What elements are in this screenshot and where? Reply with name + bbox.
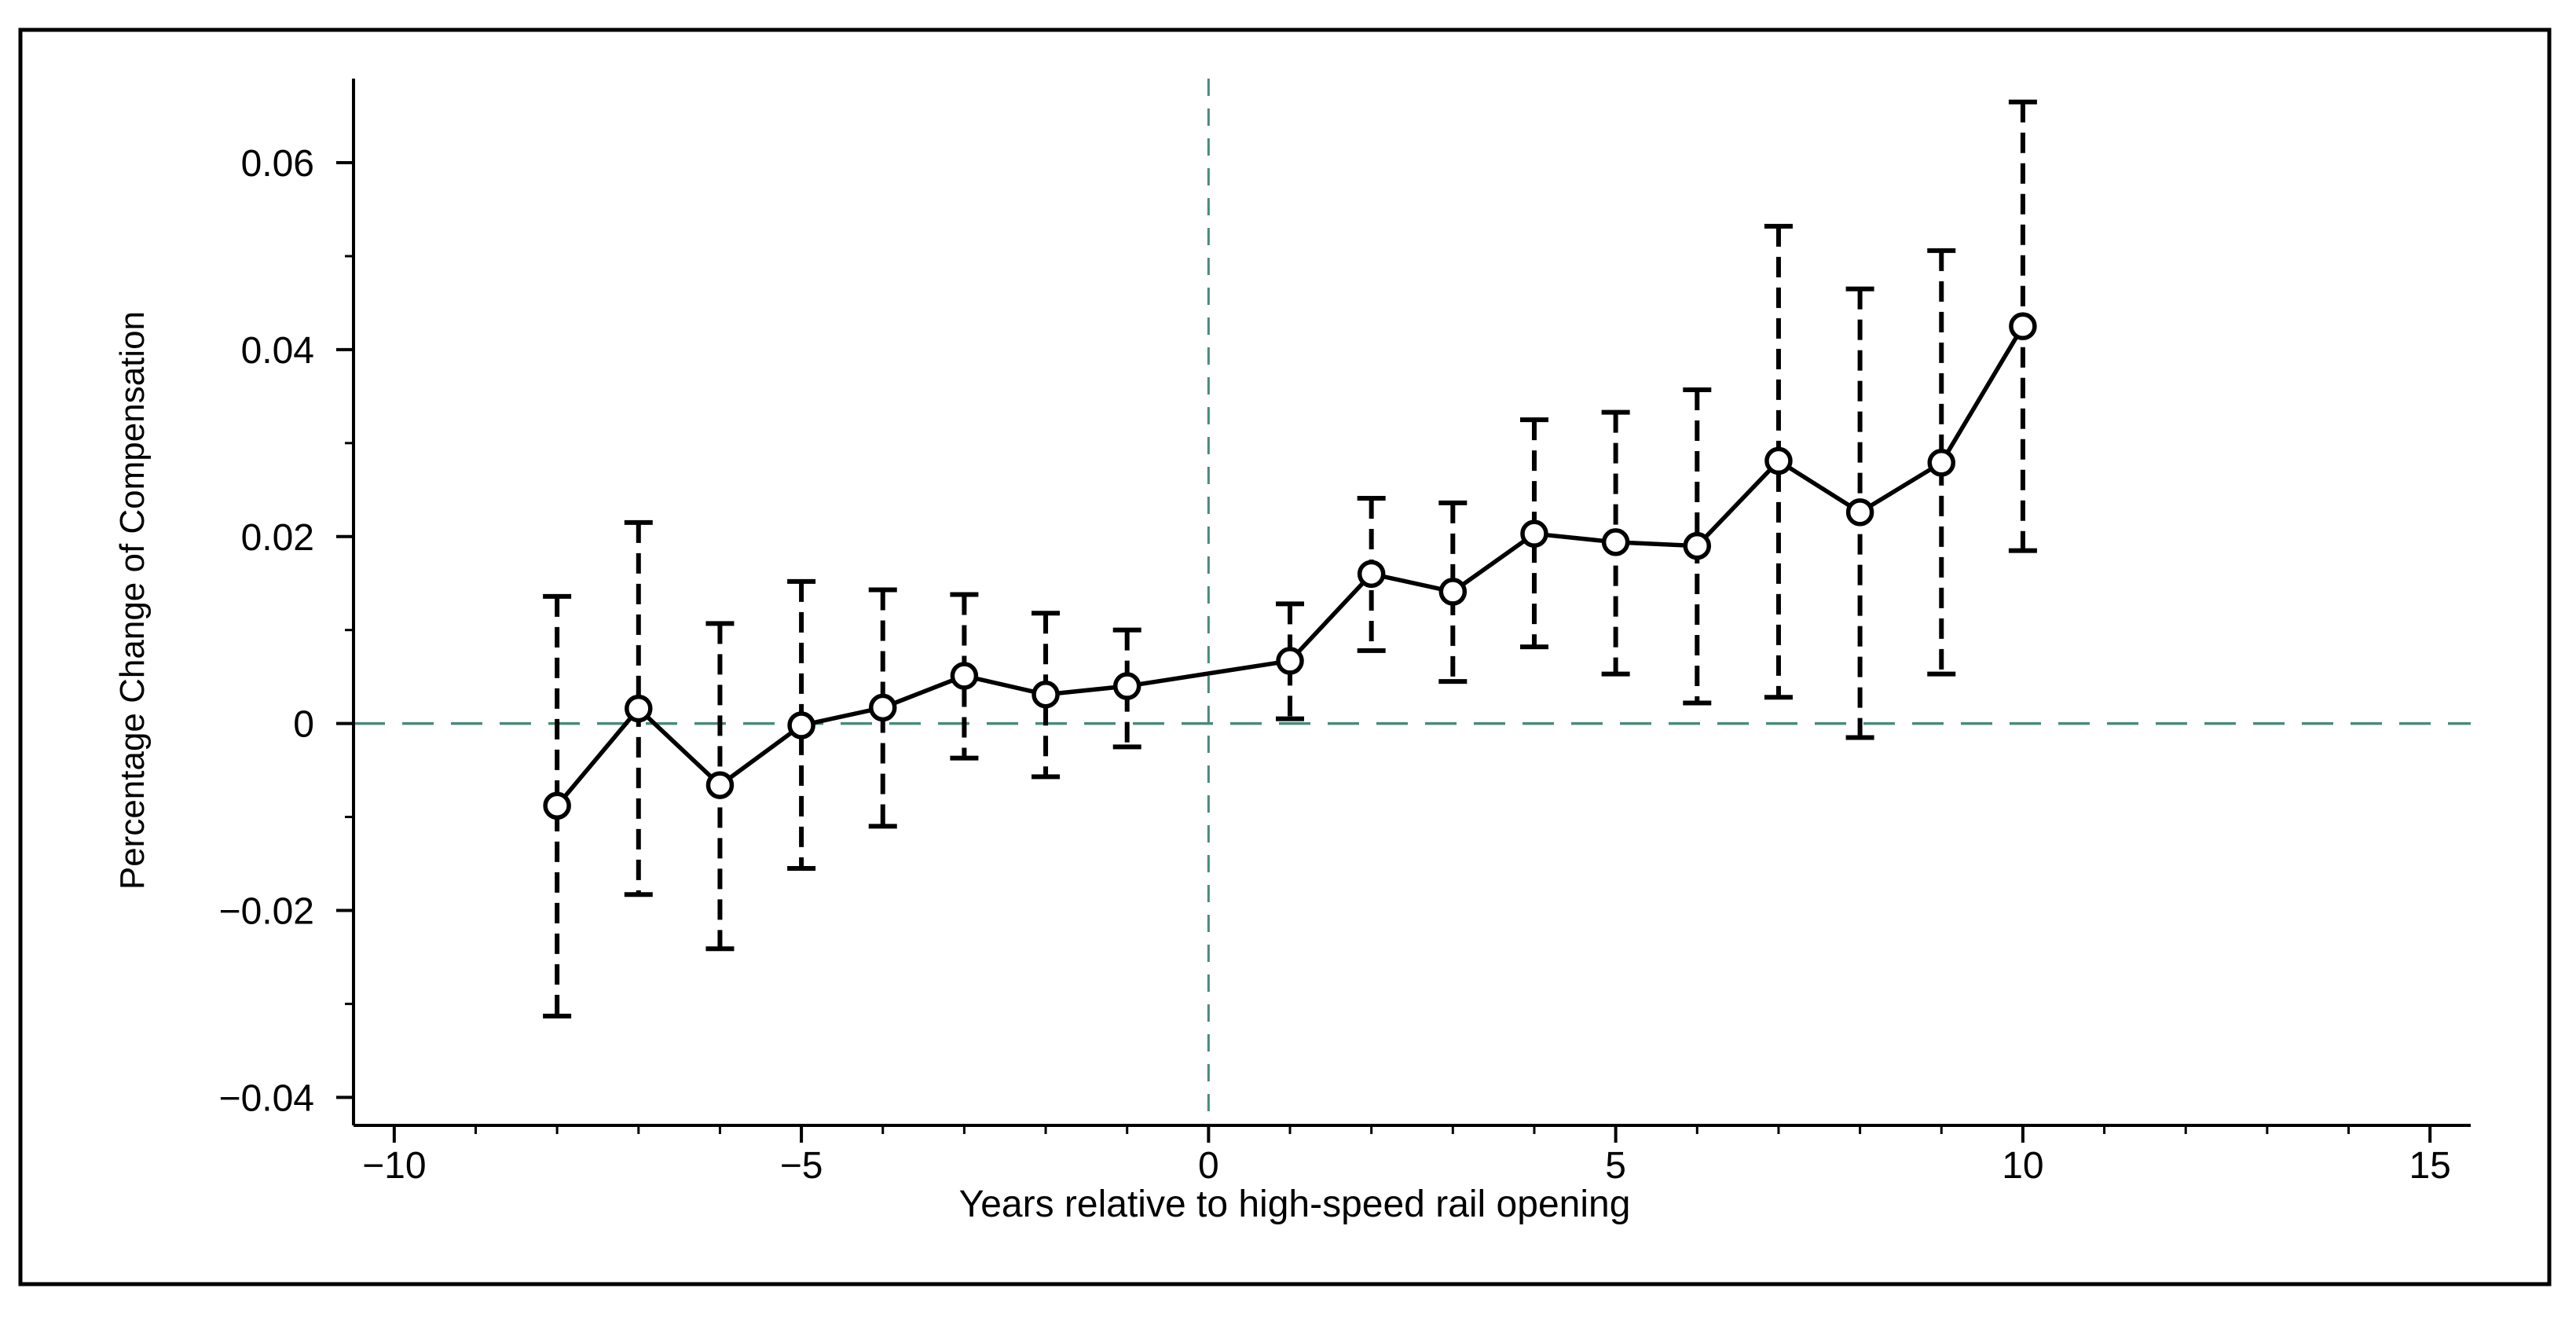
estimate-point bbox=[1031, 680, 1060, 709]
axes: −0.04 −0.02 0 0.02 0.04 0.06 −10 −5 0 5 10 15 bbox=[219, 79, 2471, 1187]
estimate-point bbox=[1357, 560, 1386, 589]
estimate-point bbox=[1112, 672, 1141, 700]
estimate-point bbox=[1520, 519, 1548, 548]
estimate-point bbox=[625, 694, 653, 723]
estimate-point bbox=[787, 711, 815, 740]
estimate-point bbox=[1764, 446, 1793, 475]
estimate-line-group bbox=[555, 325, 2025, 808]
y-axis-label: Percentage Change of Compensation bbox=[113, 311, 152, 890]
estimate-point bbox=[705, 771, 735, 799]
x-tick-label: −5 bbox=[780, 1145, 823, 1187]
y-tick-label: −0.04 bbox=[219, 1077, 314, 1119]
estimate-point bbox=[1276, 647, 1304, 675]
estimate-point bbox=[1927, 449, 1955, 477]
estimate-point bbox=[1438, 578, 1468, 606]
x-tick-label: 0 bbox=[1198, 1145, 1219, 1187]
estimate-point bbox=[2009, 312, 2037, 340]
estimate-point bbox=[1683, 531, 1712, 560]
reference-lines bbox=[354, 79, 2471, 1125]
x-axis-label: Years relative to high-speed rail openin… bbox=[959, 1184, 1631, 1225]
estimate-point bbox=[1601, 528, 1630, 556]
y-tick-label: 0.04 bbox=[241, 330, 314, 372]
estimate-points bbox=[543, 312, 2037, 820]
x-tick-label: −10 bbox=[362, 1145, 426, 1187]
estimate-point bbox=[869, 693, 897, 722]
x-tick-label: 5 bbox=[1605, 1145, 1626, 1187]
y-tick-label: 0 bbox=[293, 704, 314, 746]
y-tick-label: −0.02 bbox=[219, 890, 314, 932]
estimate-point bbox=[1845, 498, 1874, 527]
estimate-point bbox=[543, 791, 571, 820]
x-tick-label: 10 bbox=[2002, 1145, 2043, 1187]
estimate-line bbox=[555, 325, 2025, 808]
x-tick-label: 15 bbox=[2409, 1145, 2450, 1187]
estimate-point bbox=[950, 662, 979, 690]
y-tick-label: 0.02 bbox=[241, 517, 314, 559]
y-tick-label: 0.06 bbox=[241, 143, 314, 185]
